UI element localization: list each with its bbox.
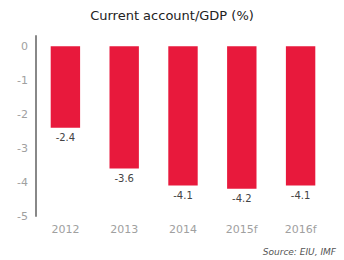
svg-text:Source: EIU, IMF: Source: EIU, IMF bbox=[263, 247, 337, 257]
svg-text:0: 0 bbox=[21, 40, 28, 53]
svg-text:-3.6: -3.6 bbox=[114, 173, 134, 184]
svg-text:-4.2: -4.2 bbox=[232, 193, 252, 204]
svg-text:2014: 2014 bbox=[169, 223, 197, 236]
svg-text:-4.1: -4.1 bbox=[291, 190, 311, 201]
svg-text:-2.4: -2.4 bbox=[56, 132, 76, 143]
svg-text:2013: 2013 bbox=[110, 223, 138, 236]
svg-text:2015f: 2015f bbox=[226, 223, 259, 236]
svg-text:2016f: 2016f bbox=[285, 223, 318, 236]
svg-text:-5: -5 bbox=[17, 210, 28, 223]
svg-text:Current account/GDP (%): Current account/GDP (%) bbox=[90, 8, 254, 23]
svg-text:-4.1: -4.1 bbox=[173, 190, 193, 201]
svg-text:-2: -2 bbox=[17, 108, 28, 121]
svg-text:2012: 2012 bbox=[51, 223, 79, 236]
svg-text:-3: -3 bbox=[17, 142, 28, 155]
svg-text:-1: -1 bbox=[17, 74, 28, 87]
svg-text:-4: -4 bbox=[17, 176, 28, 189]
